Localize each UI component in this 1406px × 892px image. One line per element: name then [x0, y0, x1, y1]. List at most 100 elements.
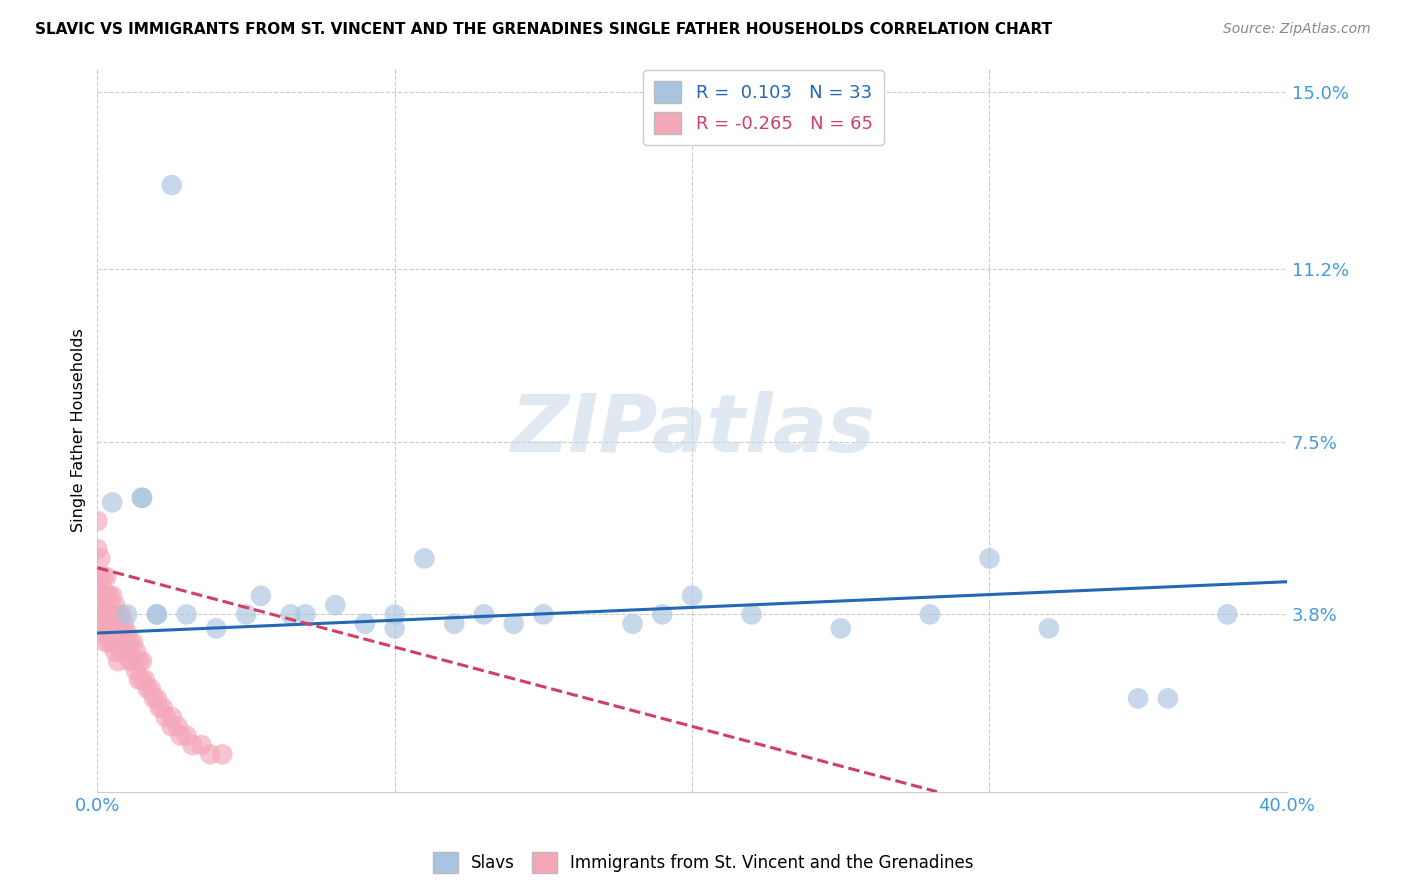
Point — [155, 710, 177, 724]
Legend: R =  0.103   N = 33, R = -0.265   N = 65: R = 0.103 N = 33, R = -0.265 N = 65 — [644, 70, 883, 145]
Point — [136, 681, 159, 696]
Point — [741, 607, 763, 622]
Point — [142, 691, 165, 706]
Point — [280, 607, 302, 622]
Point — [101, 607, 124, 622]
Point — [104, 598, 127, 612]
Point — [502, 616, 524, 631]
Point — [104, 616, 127, 631]
Point — [131, 491, 153, 505]
Point — [107, 616, 129, 631]
Point — [472, 607, 495, 622]
Point — [160, 710, 183, 724]
Point — [91, 589, 114, 603]
Point — [413, 551, 436, 566]
Point — [107, 635, 129, 649]
Point — [125, 645, 148, 659]
Point — [110, 607, 132, 622]
Point — [96, 635, 118, 649]
Point — [120, 635, 142, 649]
Point — [128, 673, 150, 687]
Point — [98, 607, 121, 622]
Y-axis label: Single Father Households: Single Father Households — [72, 328, 86, 532]
Point — [110, 626, 132, 640]
Point — [146, 607, 169, 622]
Point — [89, 570, 111, 584]
Point — [169, 729, 191, 743]
Point — [235, 607, 257, 622]
Point — [86, 514, 108, 528]
Point — [160, 178, 183, 193]
Point — [112, 616, 135, 631]
Point — [146, 691, 169, 706]
Point — [250, 589, 273, 603]
Point — [96, 570, 118, 584]
Point — [128, 654, 150, 668]
Point — [1126, 691, 1149, 706]
Point — [101, 621, 124, 635]
Point — [96, 621, 118, 635]
Point — [91, 570, 114, 584]
Point — [200, 747, 222, 762]
Point — [166, 719, 188, 733]
Point — [89, 607, 111, 622]
Point — [134, 673, 156, 687]
Point — [1157, 691, 1180, 706]
Point — [115, 645, 138, 659]
Point — [107, 654, 129, 668]
Point — [531, 607, 554, 622]
Point — [91, 626, 114, 640]
Point — [443, 616, 465, 631]
Text: Source: ZipAtlas.com: Source: ZipAtlas.com — [1223, 22, 1371, 37]
Point — [651, 607, 673, 622]
Point — [86, 542, 108, 557]
Point — [146, 607, 169, 622]
Point — [98, 589, 121, 603]
Point — [354, 616, 377, 631]
Point — [918, 607, 941, 622]
Point — [176, 607, 198, 622]
Text: SLAVIC VS IMMIGRANTS FROM ST. VINCENT AND THE GRENADINES SINGLE FATHER HOUSEHOLD: SLAVIC VS IMMIGRANTS FROM ST. VINCENT AN… — [35, 22, 1052, 37]
Point — [107, 607, 129, 622]
Point — [139, 681, 162, 696]
Point — [110, 645, 132, 659]
Point — [115, 607, 138, 622]
Point — [830, 621, 852, 635]
Point — [98, 621, 121, 635]
Point — [104, 626, 127, 640]
Point — [294, 607, 316, 622]
Point — [681, 589, 703, 603]
Point — [96, 607, 118, 622]
Point — [190, 738, 212, 752]
Point — [621, 616, 644, 631]
Point — [101, 635, 124, 649]
Point — [122, 654, 145, 668]
Point — [131, 654, 153, 668]
Point — [122, 635, 145, 649]
Point — [160, 719, 183, 733]
Point — [112, 635, 135, 649]
Point — [125, 664, 148, 678]
Point — [131, 673, 153, 687]
Point — [1038, 621, 1060, 635]
Point — [101, 589, 124, 603]
Point — [149, 700, 172, 714]
Point — [104, 645, 127, 659]
Point — [1216, 607, 1239, 622]
Point — [979, 551, 1001, 566]
Point — [384, 607, 406, 622]
Point — [89, 551, 111, 566]
Point — [101, 495, 124, 509]
Point — [176, 729, 198, 743]
Point — [89, 589, 111, 603]
Legend: Slavs, Immigrants from St. Vincent and the Grenadines: Slavs, Immigrants from St. Vincent and t… — [426, 846, 980, 880]
Point — [98, 635, 121, 649]
Point — [91, 607, 114, 622]
Point — [96, 589, 118, 603]
Point — [323, 598, 346, 612]
Point — [205, 621, 228, 635]
Point — [120, 654, 142, 668]
Point — [211, 747, 233, 762]
Point — [181, 738, 204, 752]
Text: ZIPatlas: ZIPatlas — [509, 391, 875, 469]
